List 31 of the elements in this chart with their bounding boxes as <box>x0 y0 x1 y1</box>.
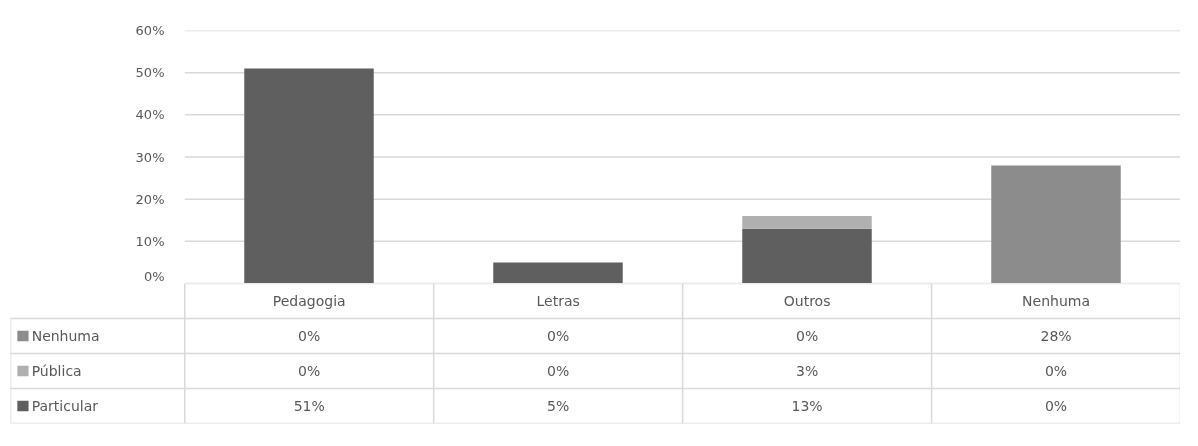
y-tick-label: 50% <box>135 65 165 81</box>
legend-label: Pública <box>31 363 82 379</box>
y-tick-label: 40% <box>135 107 165 123</box>
y-tick-label: 20% <box>135 191 165 207</box>
x-tick-label: Nenhuma <box>1022 293 1090 309</box>
legend-label: Particular <box>31 398 99 414</box>
data-label: 0% <box>547 328 570 344</box>
data-label: 0% <box>298 328 321 344</box>
y-tick-label: 0% <box>143 268 165 284</box>
data-label: 28% <box>1040 328 1072 344</box>
data-label: 0% <box>795 328 819 344</box>
x-tick-label: Outros <box>783 293 831 309</box>
legend-label: Nenhuma <box>31 328 100 344</box>
bar <box>742 216 872 229</box>
bar <box>742 228 872 283</box>
bar <box>244 68 374 283</box>
data-label: 0% <box>547 363 570 379</box>
data-label: 0% <box>1044 363 1068 379</box>
data-label: 3% <box>795 363 819 379</box>
x-tick-label: Pedagogia <box>272 293 346 309</box>
bar <box>991 165 1121 283</box>
x-tick-label: Letras <box>536 293 580 309</box>
bar <box>493 262 623 283</box>
y-tick-label: 60% <box>135 23 165 38</box>
data-label: 51% <box>293 398 325 414</box>
data-label: 0% <box>298 363 321 379</box>
data-label: 0% <box>1044 398 1068 414</box>
y-tick-label: 10% <box>135 233 165 249</box>
data-label: 13% <box>791 398 823 414</box>
data-label: 5% <box>547 398 570 414</box>
y-tick-label: 30% <box>135 149 165 165</box>
